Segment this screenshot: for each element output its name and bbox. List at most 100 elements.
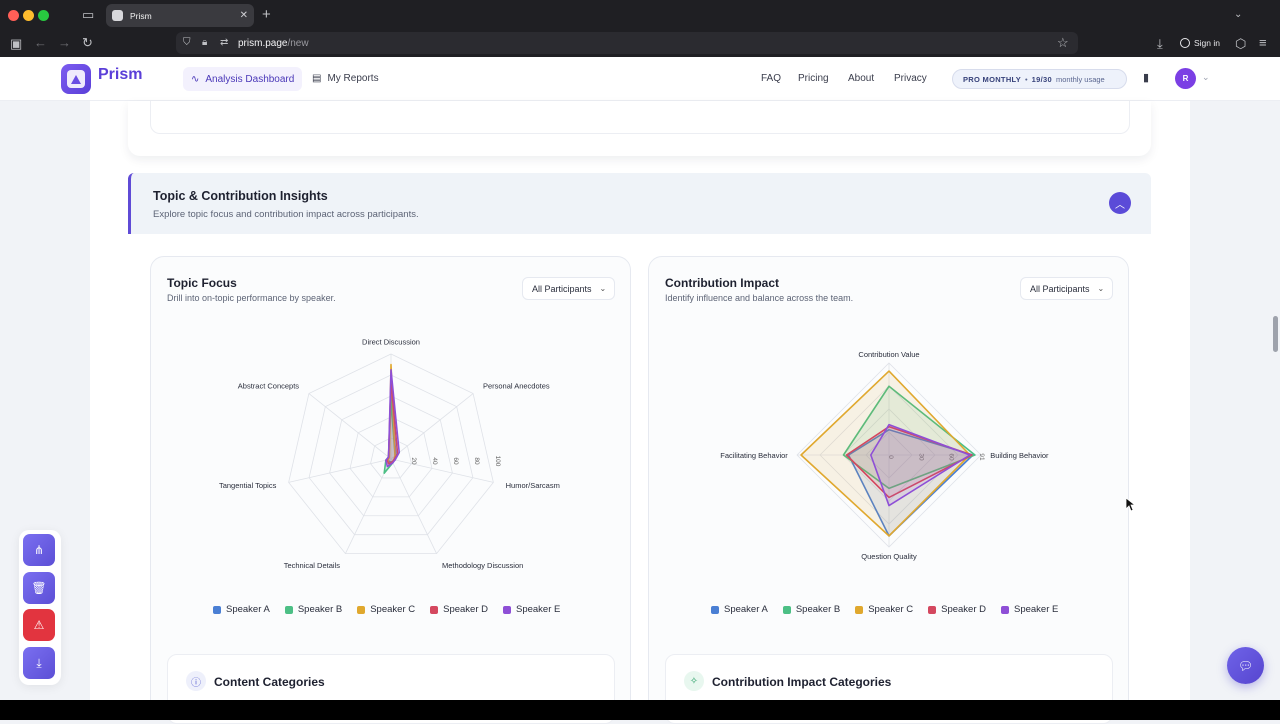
- radar-spoke: [308, 393, 392, 460]
- legend-swatch: [503, 605, 511, 614]
- tab-title: Prism: [130, 10, 152, 21]
- delete-button[interactable]: 🗑︎: [23, 572, 55, 604]
- legend-swatch: [357, 605, 366, 614]
- url-text[interactable]: prism.page/new: [238, 38, 309, 49]
- legend-label: Speaker A: [724, 604, 768, 615]
- extensions-icon[interactable]: ⬡: [1235, 36, 1247, 51]
- close-window-button[interactable]: [8, 10, 19, 21]
- legend-item[interactable]: Speaker E: [1001, 604, 1058, 615]
- radar-axis-label: Humor/Sarcasm: [506, 481, 560, 490]
- bookmark-star-icon[interactable]: ☆: [1057, 35, 1069, 50]
- new-tab-icon[interactable]: +: [262, 6, 271, 23]
- legend-item[interactable]: Speaker B: [782, 604, 841, 615]
- back-icon[interactable]: ←: [34, 35, 47, 50]
- brand-name[interactable]: Prism: [98, 66, 143, 83]
- page-settings-icon[interactable]: ⇄: [220, 37, 229, 48]
- account-icon: [1180, 38, 1190, 48]
- lock-icon[interactable]: 🔒︎: [202, 37, 208, 48]
- tab-overview-icon[interactable]: ▭: [82, 7, 95, 22]
- nav-about[interactable]: About: [848, 73, 875, 84]
- usage-badge[interactable]: PRO MONTHLY • 19/30 monthly usage: [952, 69, 1127, 89]
- radar-grid-ring: [349, 416, 433, 498]
- scrollbar-thumb[interactable]: [1273, 316, 1278, 352]
- collapse-section-button[interactable]: ︿: [1109, 192, 1131, 214]
- legend-swatch: [430, 605, 439, 614]
- forward-icon[interactable]: →: [58, 35, 71, 50]
- prism-logo[interactable]: [61, 64, 91, 94]
- nav-faq[interactable]: FAQ: [761, 73, 782, 84]
- legend-item[interactable]: Speaker D: [430, 604, 488, 615]
- radar-axis-label: Personal Anecdotes: [483, 382, 550, 391]
- download-button[interactable]: ⤓: [23, 647, 55, 679]
- radar-series-speaker-e: [385, 368, 401, 468]
- radar-axis-label: Technical Details: [284, 561, 341, 570]
- nav-analysis-dashboard[interactable]: ∿ Analysis Dashboard: [183, 67, 303, 91]
- chat-icon: 💬︎: [1237, 658, 1254, 673]
- radar-axis-label: Tangential Topics: [219, 481, 277, 490]
- legend-item[interactable]: Speaker A: [213, 604, 270, 615]
- floating-action-rail: ⋔ 🗑︎ ⚠︎ ⤓: [19, 530, 61, 685]
- topic-focus-panel: Topic Focus Drill into on-topic performa…: [150, 256, 631, 724]
- activity-icon: ∿: [191, 73, 200, 85]
- nav-privacy[interactable]: Privacy: [894, 73, 927, 84]
- shield-icon[interactable]: ⛉: [183, 37, 191, 48]
- legend-item[interactable]: Speaker C: [357, 604, 415, 615]
- nav-my-reports[interactable]: ▤ My Reports: [312, 73, 379, 84]
- radar-tick-label: 100: [494, 456, 501, 467]
- radar-tick-label: 20: [410, 457, 417, 465]
- section-header[interactable]: Topic & Contribution Insights Explore to…: [128, 173, 1151, 234]
- nav-pricing[interactable]: Pricing: [798, 73, 829, 84]
- section-subtitle: Explore topic focus and contribution imp…: [153, 209, 419, 220]
- chevron-up-icon: ︿: [1115, 199, 1125, 211]
- close-tab-icon[interactable]: ✕: [239, 10, 248, 21]
- legend-label: Speaker A: [226, 604, 270, 615]
- radar-axis-label: Abstract Concepts: [238, 382, 300, 391]
- legend-item[interactable]: Speaker B: [284, 604, 342, 615]
- document-icon: ▤: [312, 73, 322, 84]
- legend-label: Speaker D: [941, 604, 986, 615]
- legend-item[interactable]: Speaker D: [928, 604, 986, 615]
- minimize-window-button[interactable]: [23, 10, 34, 21]
- downloads-icon[interactable]: ⤓: [1157, 36, 1163, 51]
- info-icon: ⓘ: [186, 671, 206, 691]
- participant-filter-select[interactable]: All Participants ⌄: [522, 277, 615, 300]
- legend-label: Speaker B: [795, 604, 841, 615]
- menu-icon[interactable]: ≡: [1259, 35, 1267, 50]
- warning-icon: ⚠︎: [33, 618, 45, 632]
- radar-axis-label: Question Quality: [861, 552, 917, 561]
- sparkle-icon: ✧: [684, 671, 704, 691]
- tab-list-chevron-icon[interactable]: ⌄: [1234, 9, 1243, 20]
- browser-chrome: ▭ Prism ✕ + ⌄ ▣ ← → ↻ ⛉ 🔒︎ ⇄ prism.page/…: [0, 0, 1280, 57]
- card-title: Content Categories: [214, 675, 325, 689]
- sidebar-toggle-icon[interactable]: ▣: [10, 36, 23, 51]
- radar-axis-label: Methodology Discussion: [442, 561, 523, 570]
- radar-tick-label: 0: [887, 455, 894, 459]
- chat-button[interactable]: 💬︎: [1227, 647, 1264, 684]
- participant-filter-select[interactable]: All Participants ⌄: [1020, 277, 1113, 300]
- report-issue-button[interactable]: ⚠︎: [23, 609, 55, 641]
- panel-subtitle: Identify influence and balance across th…: [665, 293, 854, 303]
- bar-chart-icon[interactable]: ▮: [1143, 72, 1150, 84]
- chevron-down-icon[interactable]: ⌄: [1202, 72, 1210, 82]
- radar-tick-label: 91: [978, 453, 985, 461]
- avatar[interactable]: R: [1175, 68, 1196, 89]
- contribution-impact-panel: Contribution Impact Identify influence a…: [648, 256, 1129, 724]
- browser-tab[interactable]: Prism ✕: [106, 4, 254, 27]
- reload-icon[interactable]: ↻: [82, 35, 93, 50]
- legend-swatch: [213, 605, 221, 614]
- radar-spoke: [288, 458, 392, 483]
- radar-tick-label: 40: [431, 457, 438, 465]
- radar-tick-label: 60: [452, 457, 459, 465]
- legend-item[interactable]: Speaker A: [711, 604, 768, 615]
- legend-item[interactable]: Speaker E: [503, 604, 560, 615]
- share-button[interactable]: ⋔: [23, 534, 55, 566]
- address-bar[interactable]: ⛉ 🔒︎ ⇄ prism.page/new ☆: [176, 32, 1078, 54]
- legend-item[interactable]: Speaker C: [855, 604, 913, 615]
- screen-bottom-edge: [0, 700, 1280, 720]
- chart-legend: Speaker A Speaker B Speaker C Speaker D Spea…: [711, 604, 1058, 615]
- sign-in-button[interactable]: Sign in: [1180, 38, 1220, 48]
- radar-grid-ring: [308, 374, 474, 536]
- mouse-cursor: [1126, 498, 1136, 512]
- radar-series-speaker-b: [842, 385, 976, 490]
- maximize-window-button[interactable]: [38, 10, 49, 21]
